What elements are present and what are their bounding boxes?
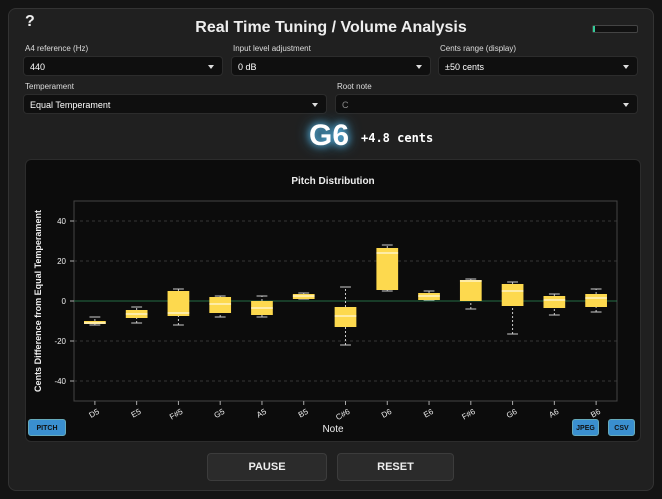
x-tick-label: D6 (380, 407, 394, 420)
jpeg-button[interactable]: JPEG (572, 419, 599, 436)
x-tick-label: B5 (297, 407, 310, 420)
x-tick-label: C#6 (334, 407, 352, 422)
box (459, 280, 482, 301)
x-axis-label: Note (322, 424, 344, 435)
app-card: ? Real Time Tuning / Volume Analysis A4 … (8, 8, 654, 491)
chart-title: Pitch Distribution (291, 176, 374, 187)
x-tick-label: D5 (88, 407, 102, 420)
x-tick-label: E6 (422, 407, 435, 420)
pitch-button[interactable]: PITCH (28, 419, 66, 436)
y-tick-label: 40 (57, 217, 66, 226)
x-tick-label: G6 (505, 407, 519, 420)
y-tick-label: 0 (62, 297, 67, 306)
box (501, 284, 524, 306)
select: C (335, 94, 638, 114)
chart: Pitch Distribution Note Cents Difference… (33, 176, 618, 435)
select[interactable]: ±50 cents (438, 56, 638, 76)
field-label: Root note (337, 82, 372, 91)
box (543, 296, 566, 308)
y-tick-label: -40 (54, 377, 66, 386)
field-label: A4 reference (Hz) (25, 44, 89, 53)
select[interactable]: Equal Temperament (23, 94, 327, 114)
help-button[interactable]: ? (25, 13, 35, 30)
y-axis-label: Cents Difference from Equal Temperament (33, 210, 43, 392)
app-title: Real Time Tuning / Volume Analysis (195, 19, 467, 36)
x-tick-label: F#6 (460, 407, 477, 422)
note-display: G6 (309, 119, 350, 152)
x-tick-label: A5 (255, 407, 268, 420)
cents-display: +4.8 cents (361, 131, 434, 145)
csv-button[interactable]: CSV (608, 419, 635, 436)
x-tick-label: G5 (212, 407, 226, 420)
reset-button[interactable]: RESET (337, 453, 454, 481)
x-tick-label: A6 (547, 407, 560, 420)
chart-panel: Pitch Distribution Note Cents Difference… (25, 159, 641, 442)
field-label: Temperament (25, 82, 74, 91)
x-tick-label: E5 (130, 407, 143, 420)
y-tick-label: -20 (54, 337, 66, 346)
select[interactable]: 440 (23, 56, 223, 76)
level-meter (592, 25, 638, 33)
field-label: Input level adjustment (233, 44, 311, 53)
y-tick-label: 20 (57, 257, 66, 266)
box (376, 248, 399, 290)
select[interactable]: 0 dB (231, 56, 431, 76)
box (209, 297, 232, 313)
x-tick-label: B6 (589, 407, 602, 420)
field-label: Cents range (display) (440, 44, 517, 53)
box (334, 307, 357, 327)
x-tick-label: F#5 (168, 407, 185, 422)
box (585, 294, 607, 307)
pause-button[interactable]: PAUSE (207, 453, 327, 481)
box (167, 291, 190, 316)
